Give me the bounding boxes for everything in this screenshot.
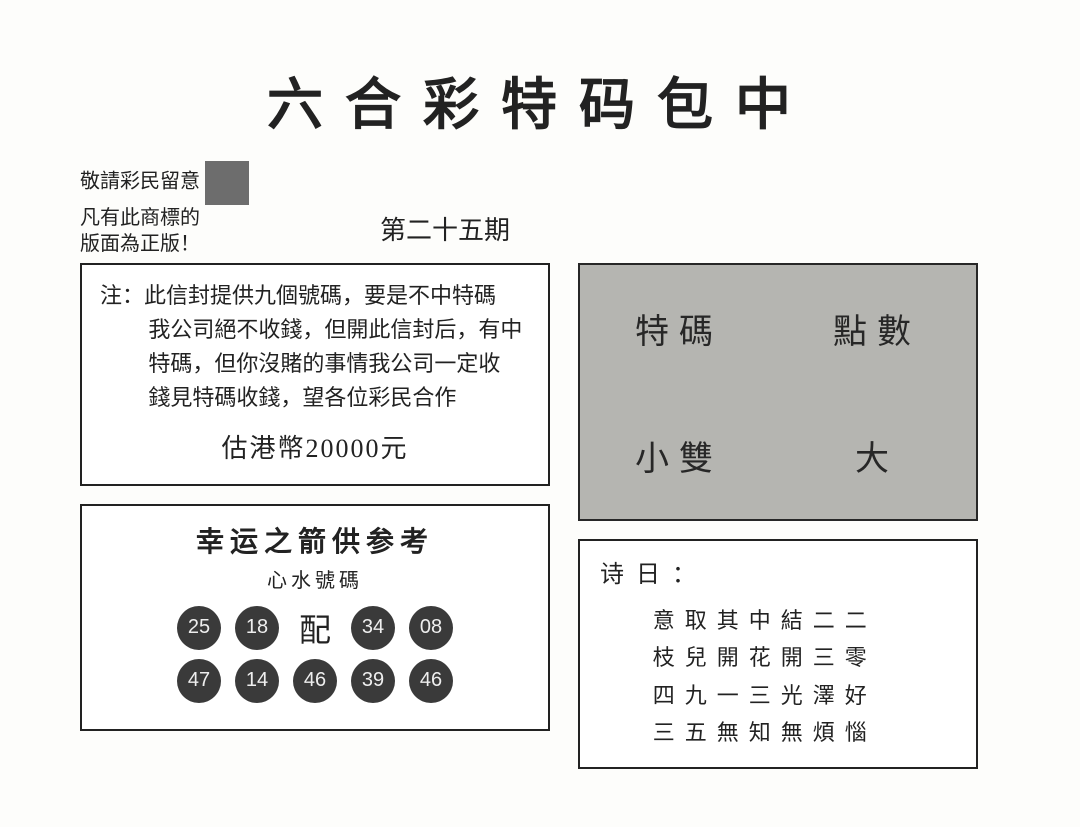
right-column: 特碼 點數 小雙 大 诗日： 意取其中結二二 枝兒開花開三零 四九一三光澤好 三…: [578, 263, 978, 787]
grid-cell-special-code: 特碼: [635, 304, 723, 353]
lucky-title: 幸运之箭供参考: [94, 520, 536, 560]
note-line3: 特碼，但你沒賭的事情我公司一定收: [100, 347, 530, 381]
trademark-line3: 版面為正版！: [80, 233, 200, 255]
number-ball: 18: [235, 606, 279, 650]
issue-number: 第二十五期: [380, 210, 510, 247]
poem-line: 意取其中結二二: [600, 602, 956, 639]
price-line: 估港幣20000元: [100, 429, 530, 469]
number-ball: 08: [409, 606, 453, 650]
note-box: 注：此信封提供九個號碼，要是不中特碼 我公司絕不收錢，但開此信封后，有中 特碼，…: [80, 263, 550, 486]
lucky-subtitle: 心水號碼: [94, 564, 536, 593]
lucky-box: 幸运之箭供参考 心水號碼 25 18 配 34 08 47 14 46 39 4…: [80, 504, 550, 731]
header-row: 敬請彩民留意 凡有此商標的 版面為正版！ 第二十五期: [80, 161, 1000, 257]
grid-cell-big: 大: [855, 431, 899, 480]
trademark-notice: 敬請彩民留意 凡有此商標的 版面為正版！: [80, 161, 300, 257]
poem-line: 枝兒開花開三零: [600, 639, 956, 676]
poem-line: 三五無知無煩惱: [600, 714, 956, 751]
left-column: 注：此信封提供九個號碼，要是不中特碼 我公司絕不收錢，但開此信封后，有中 特碼，…: [80, 263, 550, 787]
number-ball: 46: [409, 659, 453, 703]
trademark-line2: 凡有此商標的: [80, 207, 200, 229]
number-ball: 34: [351, 606, 395, 650]
number-ball: 39: [351, 659, 395, 703]
note-line1: 此信封提供九個號碼，要是不中特碼: [144, 283, 496, 308]
columns: 注：此信封提供九個號碼，要是不中特碼 我公司絕不收錢，但開此信封后，有中 特碼，…: [80, 263, 1000, 787]
ball-row-2: 47 14 46 39 46: [94, 659, 536, 703]
grid-box: 特碼 點數 小雙 大: [578, 263, 978, 521]
poem-title: 诗日：: [600, 555, 956, 596]
ball-row-1: 25 18 配 34 08: [94, 605, 536, 651]
trademark-line1: 敬請彩民留意: [80, 171, 200, 193]
main-title: 六合彩特码包中: [80, 60, 1000, 141]
note-line2: 我公司絕不收錢，但開此信封后，有中: [100, 313, 530, 347]
number-ball: 46: [293, 659, 337, 703]
number-ball: 14: [235, 659, 279, 703]
grid-cell-small-even: 小雙: [635, 431, 723, 480]
note-line4: 錢見特碼收錢，望各位彩民合作: [100, 381, 530, 415]
grid-cell-points: 點數: [833, 304, 921, 353]
number-ball: 47: [177, 659, 221, 703]
poem-line: 四九一三光澤好: [600, 677, 956, 714]
poem-box: 诗日： 意取其中結二二 枝兒開花開三零 四九一三光澤好 三五無知無煩惱: [578, 539, 978, 769]
match-character: 配: [293, 605, 337, 651]
document-page: 六合彩特码包中 敬請彩民留意 凡有此商標的 版面為正版！ 第二十五期 注：此信封…: [0, 0, 1080, 827]
number-ball: 25: [177, 606, 221, 650]
note-body: 注：此信封提供九個號碼，要是不中特碼 我公司絕不收錢，但開此信封后，有中 特碼，…: [100, 279, 530, 415]
logo-icon: [205, 161, 249, 205]
note-label: 注：: [100, 283, 144, 308]
